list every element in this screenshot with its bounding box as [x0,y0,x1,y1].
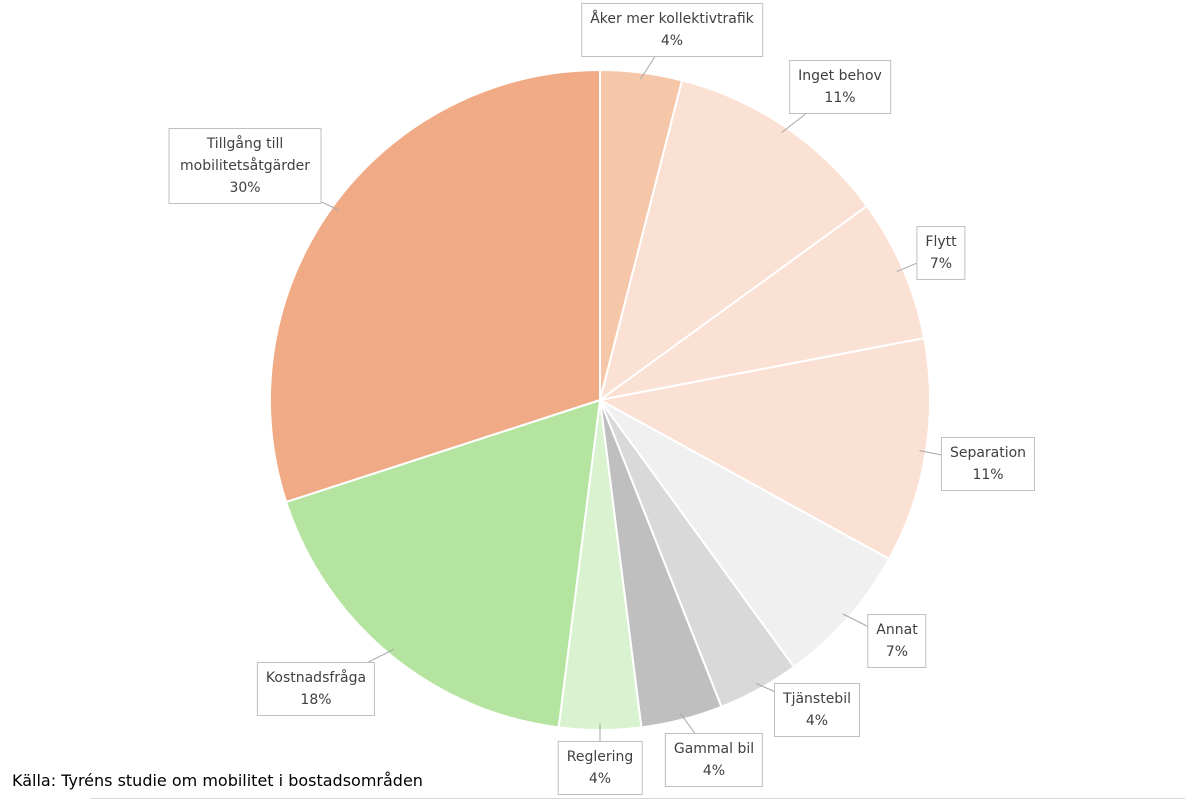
value-label: 4% [660,33,684,49]
pie-slice [284,398,602,729]
divider [90,798,1185,799]
value-label: 18% [300,692,332,708]
data-label: Tjänstebil 4% [774,683,860,737]
category-label: Kostnadsfråga [265,670,367,686]
data-label: Reglering 4% [557,741,643,795]
value-label: 11% [824,90,856,106]
data-label: Gammal bil 4% [664,733,764,787]
data-label: Kostnadsfråga 18% [256,662,376,716]
category-label: Gammal bil [673,741,755,757]
value-label: 7% [929,256,953,272]
category-label: Separation [949,445,1027,461]
value-label: 30% [229,180,261,196]
source-note: Källa: Tyréns studie om mobilitet i bost… [12,771,423,790]
data-label: Flytt 7% [916,226,966,280]
value-label: 7% [885,644,909,660]
data-label: Åker mer kollektivtrafik 4% [581,3,763,57]
category-label: Annat [876,622,918,638]
pie-slice [598,79,869,403]
category-label: Inget behov [798,68,882,84]
pie-slice [268,68,601,504]
pie-slice [599,399,891,669]
category-label: Tillgång till mobilitetsåtgärder [180,136,310,174]
value-label: 11% [972,467,1004,483]
category-label: Tjänstebil [783,691,851,707]
data-label: Annat 7% [867,614,927,668]
value-label: 4% [702,763,726,779]
data-label: Inget behov 11% [789,60,891,114]
data-label: Separation 11% [940,437,1036,491]
value-label: 4% [805,713,829,729]
category-label: Flytt [925,234,957,250]
category-label: Reglering [566,749,634,765]
value-label: 4% [588,771,612,787]
category-label: Åker mer kollektivtrafik [590,11,754,27]
data-label: Tillgång till mobilitetsåtgärder 30% [168,128,322,204]
